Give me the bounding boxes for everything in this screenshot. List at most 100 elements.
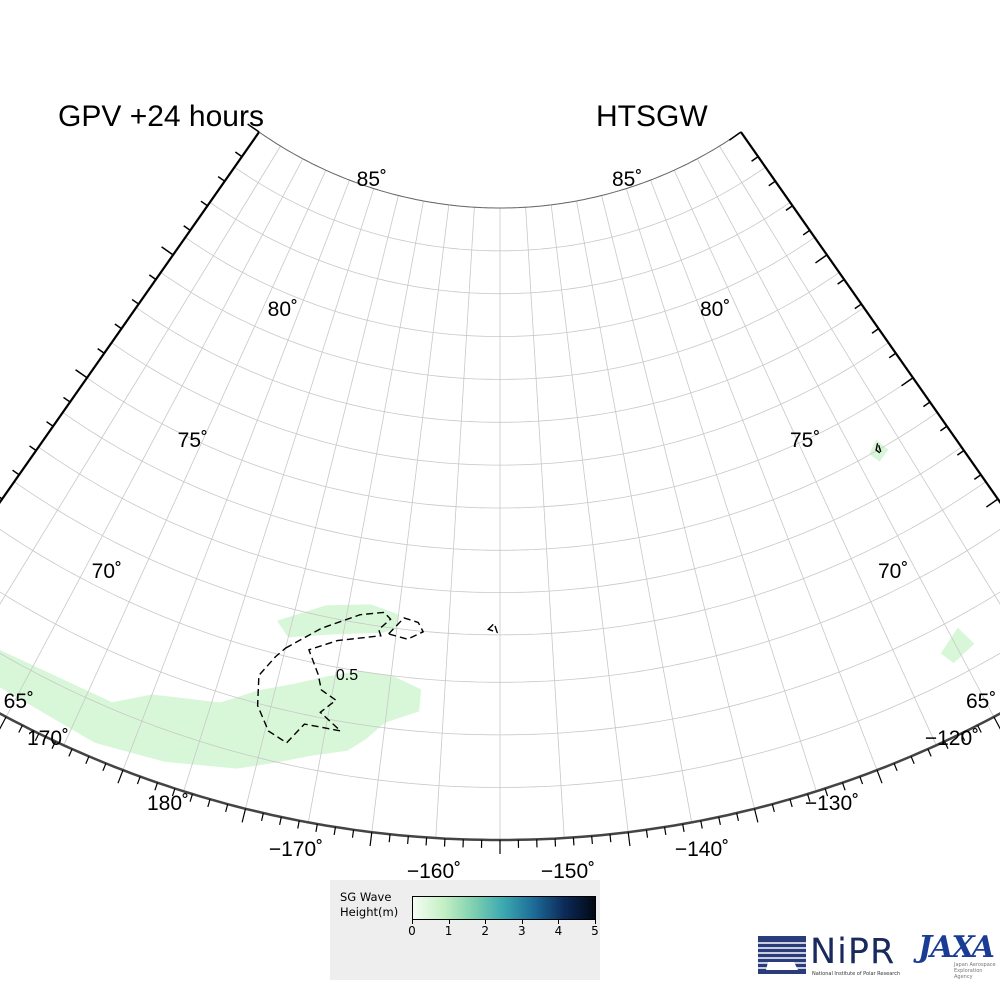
contour-layer <box>256 439 883 744</box>
latitude-tick <box>247 123 260 133</box>
jaxa-logo-subtitle: Japan Aerospace Exploration Agency <box>954 962 996 980</box>
latitude-gridline <box>258 131 742 209</box>
map-frame <box>0 123 1000 854</box>
frame-top-arc <box>258 131 742 209</box>
colorbar-legend: SG Wave Height(m) 0 1 2 3 4 5 <box>330 880 600 980</box>
latitude-tick <box>854 303 862 310</box>
latitude-tick <box>939 425 948 432</box>
longitude-tick <box>85 756 90 764</box>
colorbar-tick <box>595 920 596 924</box>
longitude-tick <box>315 823 318 833</box>
longitude-gridline <box>245 195 399 809</box>
colorbar-tick-label: 4 <box>554 924 563 938</box>
latitude-label-right: 65˚ <box>966 690 996 713</box>
longitude-gridline <box>650 179 878 771</box>
longitude-gridline <box>576 200 693 823</box>
longitude-tick <box>771 803 775 813</box>
latitude-tick <box>751 156 759 162</box>
contour-line-2 <box>387 617 425 640</box>
longitude-tick <box>388 834 391 843</box>
longitude-gridline <box>625 188 817 792</box>
colorbar-tick-label: 0 <box>408 924 416 938</box>
map-labels: 85˚ 80˚ 75˚ 70˚ 65˚ 85˚ 80˚ 75˚ 70˚ 65˚ 170˚ 180˚ −1… <box>4 168 997 883</box>
colorbar-tick <box>448 920 450 924</box>
jaxa-logo: JAXA Japan Aerospace Exploration Agency <box>916 930 1000 980</box>
latitude-tick <box>922 401 931 408</box>
longitude-tick <box>910 756 915 764</box>
longitude-label: −160˚ <box>407 860 461 883</box>
longitude-gridline <box>0 145 281 605</box>
longitude-tick <box>117 769 124 784</box>
nipr-logo: NiPR National Institute of Polar Researc… <box>758 932 908 980</box>
longitude-tick <box>944 741 949 749</box>
latitude-tick <box>75 369 88 379</box>
longitude-tick <box>682 823 685 833</box>
latitude-tick <box>63 396 71 403</box>
longitude-gridline <box>371 204 450 833</box>
longitude-tick <box>425 837 428 846</box>
colorbar <box>412 896 596 920</box>
nipr-logo-text: NiPR <box>810 932 896 972</box>
longitude-tick <box>369 832 373 847</box>
contour-value-label: 0.5 <box>336 667 358 684</box>
longitude-gridline <box>550 204 629 833</box>
longitude-gridline <box>696 158 995 718</box>
latitude-label-left: 80˚ <box>268 298 298 321</box>
longitude-tick <box>225 803 229 813</box>
longitude-tick <box>351 829 355 838</box>
longitude-tick <box>627 832 631 847</box>
longitude-gridline <box>183 188 375 792</box>
longitude-gridline <box>601 195 755 809</box>
longitude-tick <box>753 808 759 823</box>
wave-fill-area-1 <box>0 650 422 769</box>
longitude-tick <box>736 812 740 821</box>
latitude-tick <box>234 151 243 158</box>
colorbar-tick <box>521 920 523 924</box>
map-title-left: GPV +24 hours <box>58 100 264 133</box>
latitude-tick <box>973 474 982 480</box>
longitude-tick <box>700 820 703 829</box>
longitude-tick <box>333 826 337 836</box>
latitude-tick <box>148 274 157 281</box>
latitude-tick <box>183 225 191 231</box>
longitude-gridline <box>122 179 350 771</box>
longitude-tick <box>260 812 264 821</box>
longitude-tick <box>609 834 612 843</box>
latitude-tick <box>29 445 37 452</box>
colorbar-tick <box>558 920 560 924</box>
longitude-tick <box>824 788 829 797</box>
longitude-tick <box>279 816 282 825</box>
longitude-gridline <box>5 158 304 718</box>
latitude-tick <box>802 229 811 236</box>
longitude-tick <box>960 733 966 741</box>
longitude-label: −170˚ <box>269 838 323 861</box>
longitude-tick <box>407 835 409 845</box>
longitude-gridline <box>719 145 1000 605</box>
contour-line-3 <box>487 622 499 634</box>
longitude-gridline <box>525 207 565 839</box>
longitude-tick <box>51 741 56 749</box>
wave-fill-area-4 <box>869 439 889 462</box>
longitude-tick <box>893 763 898 772</box>
latitude-tick <box>815 254 828 264</box>
longitude-label: −140˚ <box>675 838 729 861</box>
longitude-tick <box>0 716 7 730</box>
longitude-tick <box>136 776 141 785</box>
longitude-label: −120˚ <box>925 727 979 750</box>
latitude-tick <box>871 328 879 334</box>
latitude-tick <box>131 298 140 305</box>
latitude-label-left: 75˚ <box>178 429 208 452</box>
longitude-tick <box>207 799 211 808</box>
latitude-tick <box>729 131 742 141</box>
longitude-tick <box>297 820 300 829</box>
longitude-tick <box>34 733 40 741</box>
longitude-tick <box>807 793 811 802</box>
longitude-tick <box>789 799 793 808</box>
longitude-tick <box>68 748 73 757</box>
latitude-tick <box>768 180 776 187</box>
jaxa-logo-text: JAXA <box>918 930 995 965</box>
latitude-tick <box>0 496 3 500</box>
map-title-right: HTSGW <box>596 100 708 133</box>
latitude-label-right: 85˚ <box>612 168 642 191</box>
